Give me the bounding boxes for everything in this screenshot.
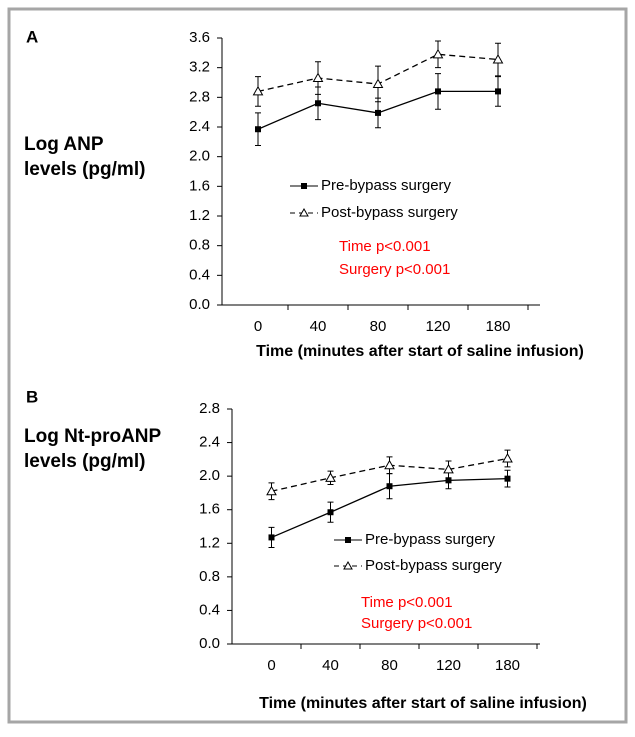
- marker: [375, 109, 381, 116]
- annotation: Surgery p<0.001: [361, 615, 472, 632]
- legend-marker: [299, 207, 309, 217]
- x-tick-label: 0: [254, 318, 262, 335]
- x-tick-label: 80: [381, 657, 398, 674]
- y-tick-label: 2.4: [189, 118, 210, 135]
- x-tick-label: 120: [425, 318, 450, 335]
- marker: [325, 472, 336, 482]
- x-tick-label: 180: [495, 657, 520, 674]
- panel-label: B: [26, 387, 38, 406]
- marker: [495, 88, 501, 95]
- y-axis-title: Log ANP: [24, 134, 104, 155]
- y-tick-label: 3.2: [189, 59, 210, 76]
- x-tick-label: 80: [370, 318, 387, 335]
- y-axis-title: levels (pg/ml): [24, 159, 145, 180]
- x-axis-title: Time (minutes after start of saline infu…: [259, 695, 587, 712]
- marker: [327, 509, 334, 516]
- y-tick-label: 1.2: [199, 534, 220, 551]
- marker: [492, 53, 504, 64]
- y-tick-label: 2.0: [189, 148, 210, 165]
- y-tick-label: 3.6: [189, 29, 210, 46]
- y-tick-label: 2.0: [199, 467, 220, 484]
- x-tick-label: 180: [485, 318, 510, 335]
- marker: [315, 100, 321, 107]
- panel-label: A: [26, 27, 38, 46]
- y-tick-label: 0.4: [199, 601, 220, 618]
- legend-label: Post-bypass surgery: [321, 204, 458, 221]
- legend-marker: [343, 560, 353, 570]
- y-tick-label: 0.8: [189, 237, 210, 254]
- marker: [445, 477, 452, 484]
- legend-marker: [345, 537, 351, 543]
- marker: [266, 485, 277, 496]
- legend-label: Pre-bypass surgery: [365, 531, 496, 548]
- y-tick-label: 2.4: [199, 434, 220, 451]
- y-tick-label: 0.8: [199, 568, 220, 585]
- annotation: Surgery p<0.001: [339, 261, 450, 278]
- y-tick-label: 1.6: [199, 501, 220, 518]
- legend-marker: [301, 183, 307, 189]
- y-tick-label: 0.0: [199, 635, 220, 652]
- x-axis-title: Time (minutes after start of saline infu…: [256, 343, 584, 360]
- marker: [443, 463, 454, 474]
- x-tick-label: 40: [322, 657, 339, 674]
- legend-label: Post-bypass surgery: [365, 557, 502, 574]
- y-tick-label: 1.2: [189, 207, 210, 224]
- frame: [7, 7, 628, 724]
- x-tick-label: 0: [267, 657, 275, 674]
- marker: [504, 475, 511, 482]
- y-tick-label: 0.0: [189, 296, 210, 313]
- y-tick-label: 2.8: [199, 400, 220, 417]
- y-axis-title: levels (pg/ml): [24, 451, 145, 472]
- marker: [255, 126, 261, 133]
- annotation: Time p<0.001: [339, 238, 431, 255]
- x-tick-label: 40: [310, 318, 327, 335]
- marker: [268, 534, 275, 541]
- marker: [386, 483, 393, 490]
- legend-label: Pre-bypass surgery: [321, 177, 452, 194]
- x-tick-label: 120: [436, 657, 461, 674]
- marker: [502, 452, 513, 463]
- y-tick-label: 2.8: [189, 88, 210, 105]
- y-tick-label: 1.6: [189, 177, 210, 194]
- marker: [252, 85, 264, 96]
- annotation: Time p<0.001: [361, 594, 453, 611]
- marker: [384, 459, 395, 470]
- marker: [435, 88, 441, 95]
- y-tick-label: 0.4: [189, 266, 210, 283]
- marker: [372, 78, 384, 88]
- marker: [312, 72, 324, 83]
- y-axis-title: Log Nt-proANP: [24, 426, 162, 447]
- marker: [432, 48, 444, 59]
